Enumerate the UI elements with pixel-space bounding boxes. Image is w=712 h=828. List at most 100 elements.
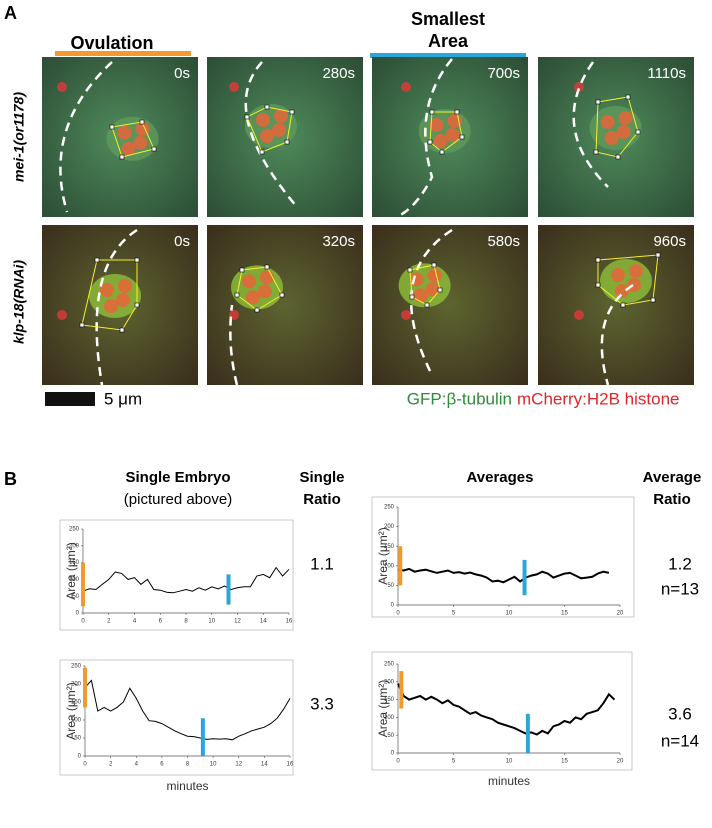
header: Ratio: [653, 491, 691, 508]
chromosome: [118, 279, 132, 293]
x-tick-label: 8: [186, 762, 190, 768]
y-tick-label: 100: [384, 715, 395, 721]
x-tick-label: 2: [107, 619, 111, 625]
y-tick-label: 50: [72, 594, 79, 600]
micrograph: 700s: [372, 57, 528, 219]
x-tick-label: 10: [506, 611, 513, 617]
spot: [401, 82, 411, 92]
chart-frame: [371, 496, 635, 618]
vertex: [284, 139, 290, 145]
vertex: [79, 322, 85, 328]
y-tick-label: 200: [71, 682, 82, 688]
chromosome: [604, 131, 619, 145]
y-tick-label: 50: [387, 733, 394, 739]
scale-label: 5 μm: [104, 389, 142, 408]
vertex: [625, 94, 631, 100]
outline: [597, 254, 659, 306]
micrograph: 0s: [42, 225, 198, 386]
row-label: mei-1(or1178): [11, 92, 27, 182]
y-tick-label: 250: [69, 527, 80, 533]
panel-label: A: [4, 3, 17, 23]
legend-red: mCherry:H2B histone: [517, 389, 680, 408]
vertex: [134, 302, 140, 308]
y-axis-label: Area (μm²): [64, 542, 78, 600]
x-tick-label: 12: [234, 619, 241, 625]
chromosome: [433, 134, 448, 148]
vertex: [429, 109, 435, 115]
vertex: [279, 292, 285, 298]
vertex: [459, 134, 465, 140]
x-tick-label: 16: [287, 762, 294, 768]
ovulation-label: Ovulation: [70, 33, 153, 53]
y-tick-label: 150: [384, 697, 395, 703]
legend-green: GFP:β-tubulin: [407, 389, 512, 408]
x-tick-label: 14: [261, 762, 268, 768]
vertex: [595, 99, 601, 105]
y-tick-label: 250: [384, 505, 395, 511]
chromosome: [104, 299, 118, 313]
chromosome: [117, 125, 132, 140]
x-tick-label: 20: [617, 759, 624, 765]
ovulation-bar: [55, 51, 191, 56]
ratio: 3.6: [668, 704, 692, 723]
y-tick-label: 150: [71, 700, 82, 706]
y-tick-label: 200: [384, 524, 395, 530]
x-tick-label: 12: [235, 762, 242, 768]
outline: [409, 264, 441, 306]
header: Single Embryo: [125, 469, 230, 486]
scale-bar: [45, 392, 95, 406]
x-tick-label: 6: [160, 762, 164, 768]
chromosome: [256, 113, 270, 127]
time-label: 0s: [174, 233, 190, 250]
smallest-label: Smallest: [411, 9, 485, 29]
chart-frame: [59, 519, 294, 631]
micrograph: 0s: [42, 57, 198, 217]
vertex: [635, 129, 641, 135]
vertex: [254, 307, 260, 313]
x-tick-label: 20: [617, 611, 624, 617]
vertex: [431, 262, 437, 268]
y-axis-label: Area (μm²): [64, 682, 78, 740]
y-tick-label: 200: [69, 543, 80, 549]
micrograph: 1110s: [538, 57, 694, 217]
time-label: 960s: [653, 233, 686, 250]
chromosome: [116, 293, 130, 307]
data-line: [397, 683, 616, 736]
outline: [246, 106, 293, 153]
vertex: [593, 149, 599, 155]
ratio: 1.1: [310, 554, 334, 573]
time-label: 280s: [322, 65, 355, 82]
chromosome: [100, 283, 114, 297]
chart-frame: [59, 659, 294, 776]
micrograph: 280s: [207, 57, 363, 217]
x-tick-label: 2: [109, 762, 113, 768]
micrographs: 0s 280s 700s 1110s 0s 320s 580s 960s: [42, 57, 694, 386]
chromosome: [627, 278, 641, 292]
spot: [57, 310, 67, 320]
time-label: 700s: [487, 65, 520, 82]
vertex: [620, 302, 626, 308]
y-tick-label: 150: [69, 560, 80, 566]
time-label: 0s: [174, 65, 190, 82]
time-label: 320s: [322, 233, 355, 250]
x-tick-label: 15: [561, 611, 568, 617]
vertex: [139, 119, 145, 125]
chromosome: [242, 274, 256, 289]
cortex: [396, 58, 453, 219]
cortex: [95, 228, 138, 386]
vertex: [109, 124, 115, 130]
x-tick-label: 16: [286, 619, 293, 625]
y-tick-label: 100: [384, 563, 395, 569]
chromosome: [616, 125, 631, 139]
vertex: [234, 292, 240, 298]
spot: [401, 310, 411, 320]
spot: [574, 310, 584, 320]
panel-label: B: [4, 469, 17, 489]
chromosome: [600, 115, 615, 129]
data-line: [397, 567, 610, 584]
chromosome: [427, 268, 442, 283]
vertex: [119, 154, 125, 160]
y-tick-label: 100: [69, 577, 80, 583]
x-axis-label: minutes: [166, 779, 208, 793]
x-tick-label: 0: [396, 759, 400, 765]
